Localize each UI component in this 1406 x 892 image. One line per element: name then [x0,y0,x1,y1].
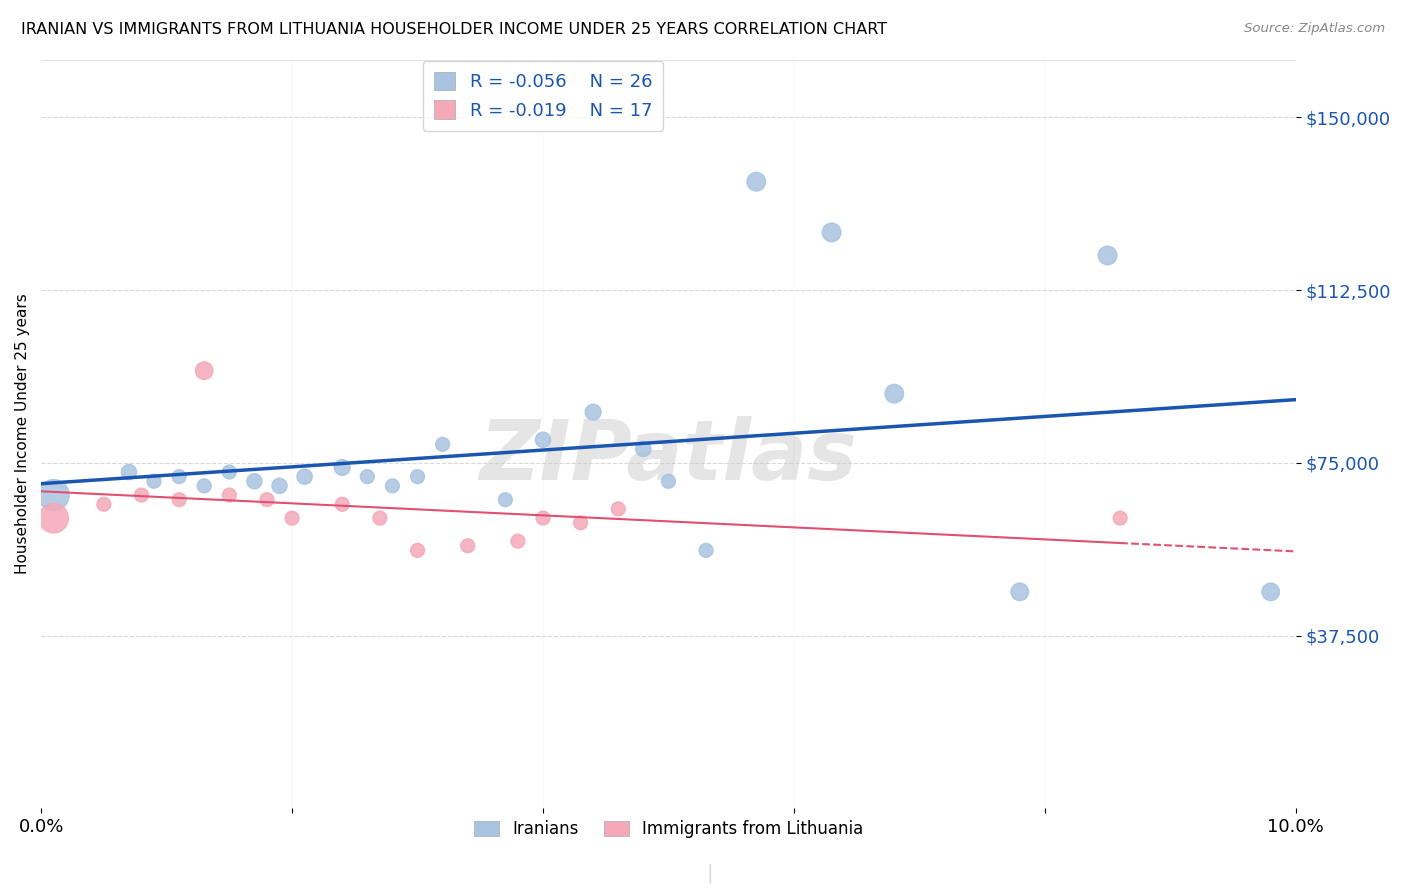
Point [745,175,768,189]
Point [256,492,278,507]
Point [381,479,404,493]
Point [330,497,353,511]
Text: Source: ZipAtlas.com: Source: ZipAtlas.com [1244,22,1385,36]
Point [657,475,679,489]
Point [633,442,655,456]
Point [1260,585,1282,599]
Point [506,534,529,549]
Point [883,386,905,401]
Point [406,543,429,558]
Point [406,469,429,483]
Point [1008,585,1031,599]
Text: |: | [707,863,713,883]
Point [218,465,240,479]
Point [1109,511,1132,525]
Point [193,364,215,378]
Point [695,543,717,558]
Y-axis label: Householder Income Under 25 years: Householder Income Under 25 years [15,293,30,574]
Point [531,433,554,447]
Point [330,460,353,475]
Point [42,511,65,525]
Point [269,479,291,493]
Point [167,492,190,507]
Point [243,475,266,489]
Text: IRANIAN VS IMMIGRANTS FROM LITHUANIA HOUSEHOLDER INCOME UNDER 25 YEARS CORRELATI: IRANIAN VS IMMIGRANTS FROM LITHUANIA HOU… [21,22,887,37]
Point [218,488,240,502]
Point [93,497,115,511]
Point [281,511,304,525]
Point [356,469,378,483]
Point [494,492,516,507]
Point [1097,248,1119,262]
Point [294,469,316,483]
Point [42,488,65,502]
Point [131,488,153,502]
Legend: Iranians, Immigrants from Lithuania: Iranians, Immigrants from Lithuania [467,814,870,845]
Point [432,437,454,451]
Point [531,511,554,525]
Point [457,539,479,553]
Point [143,475,166,489]
Point [193,479,215,493]
Text: ZIPatlas: ZIPatlas [479,416,858,497]
Point [820,226,842,240]
Point [368,511,391,525]
Point [582,405,605,419]
Point [607,502,630,516]
Point [118,465,141,479]
Point [569,516,592,530]
Point [167,469,190,483]
